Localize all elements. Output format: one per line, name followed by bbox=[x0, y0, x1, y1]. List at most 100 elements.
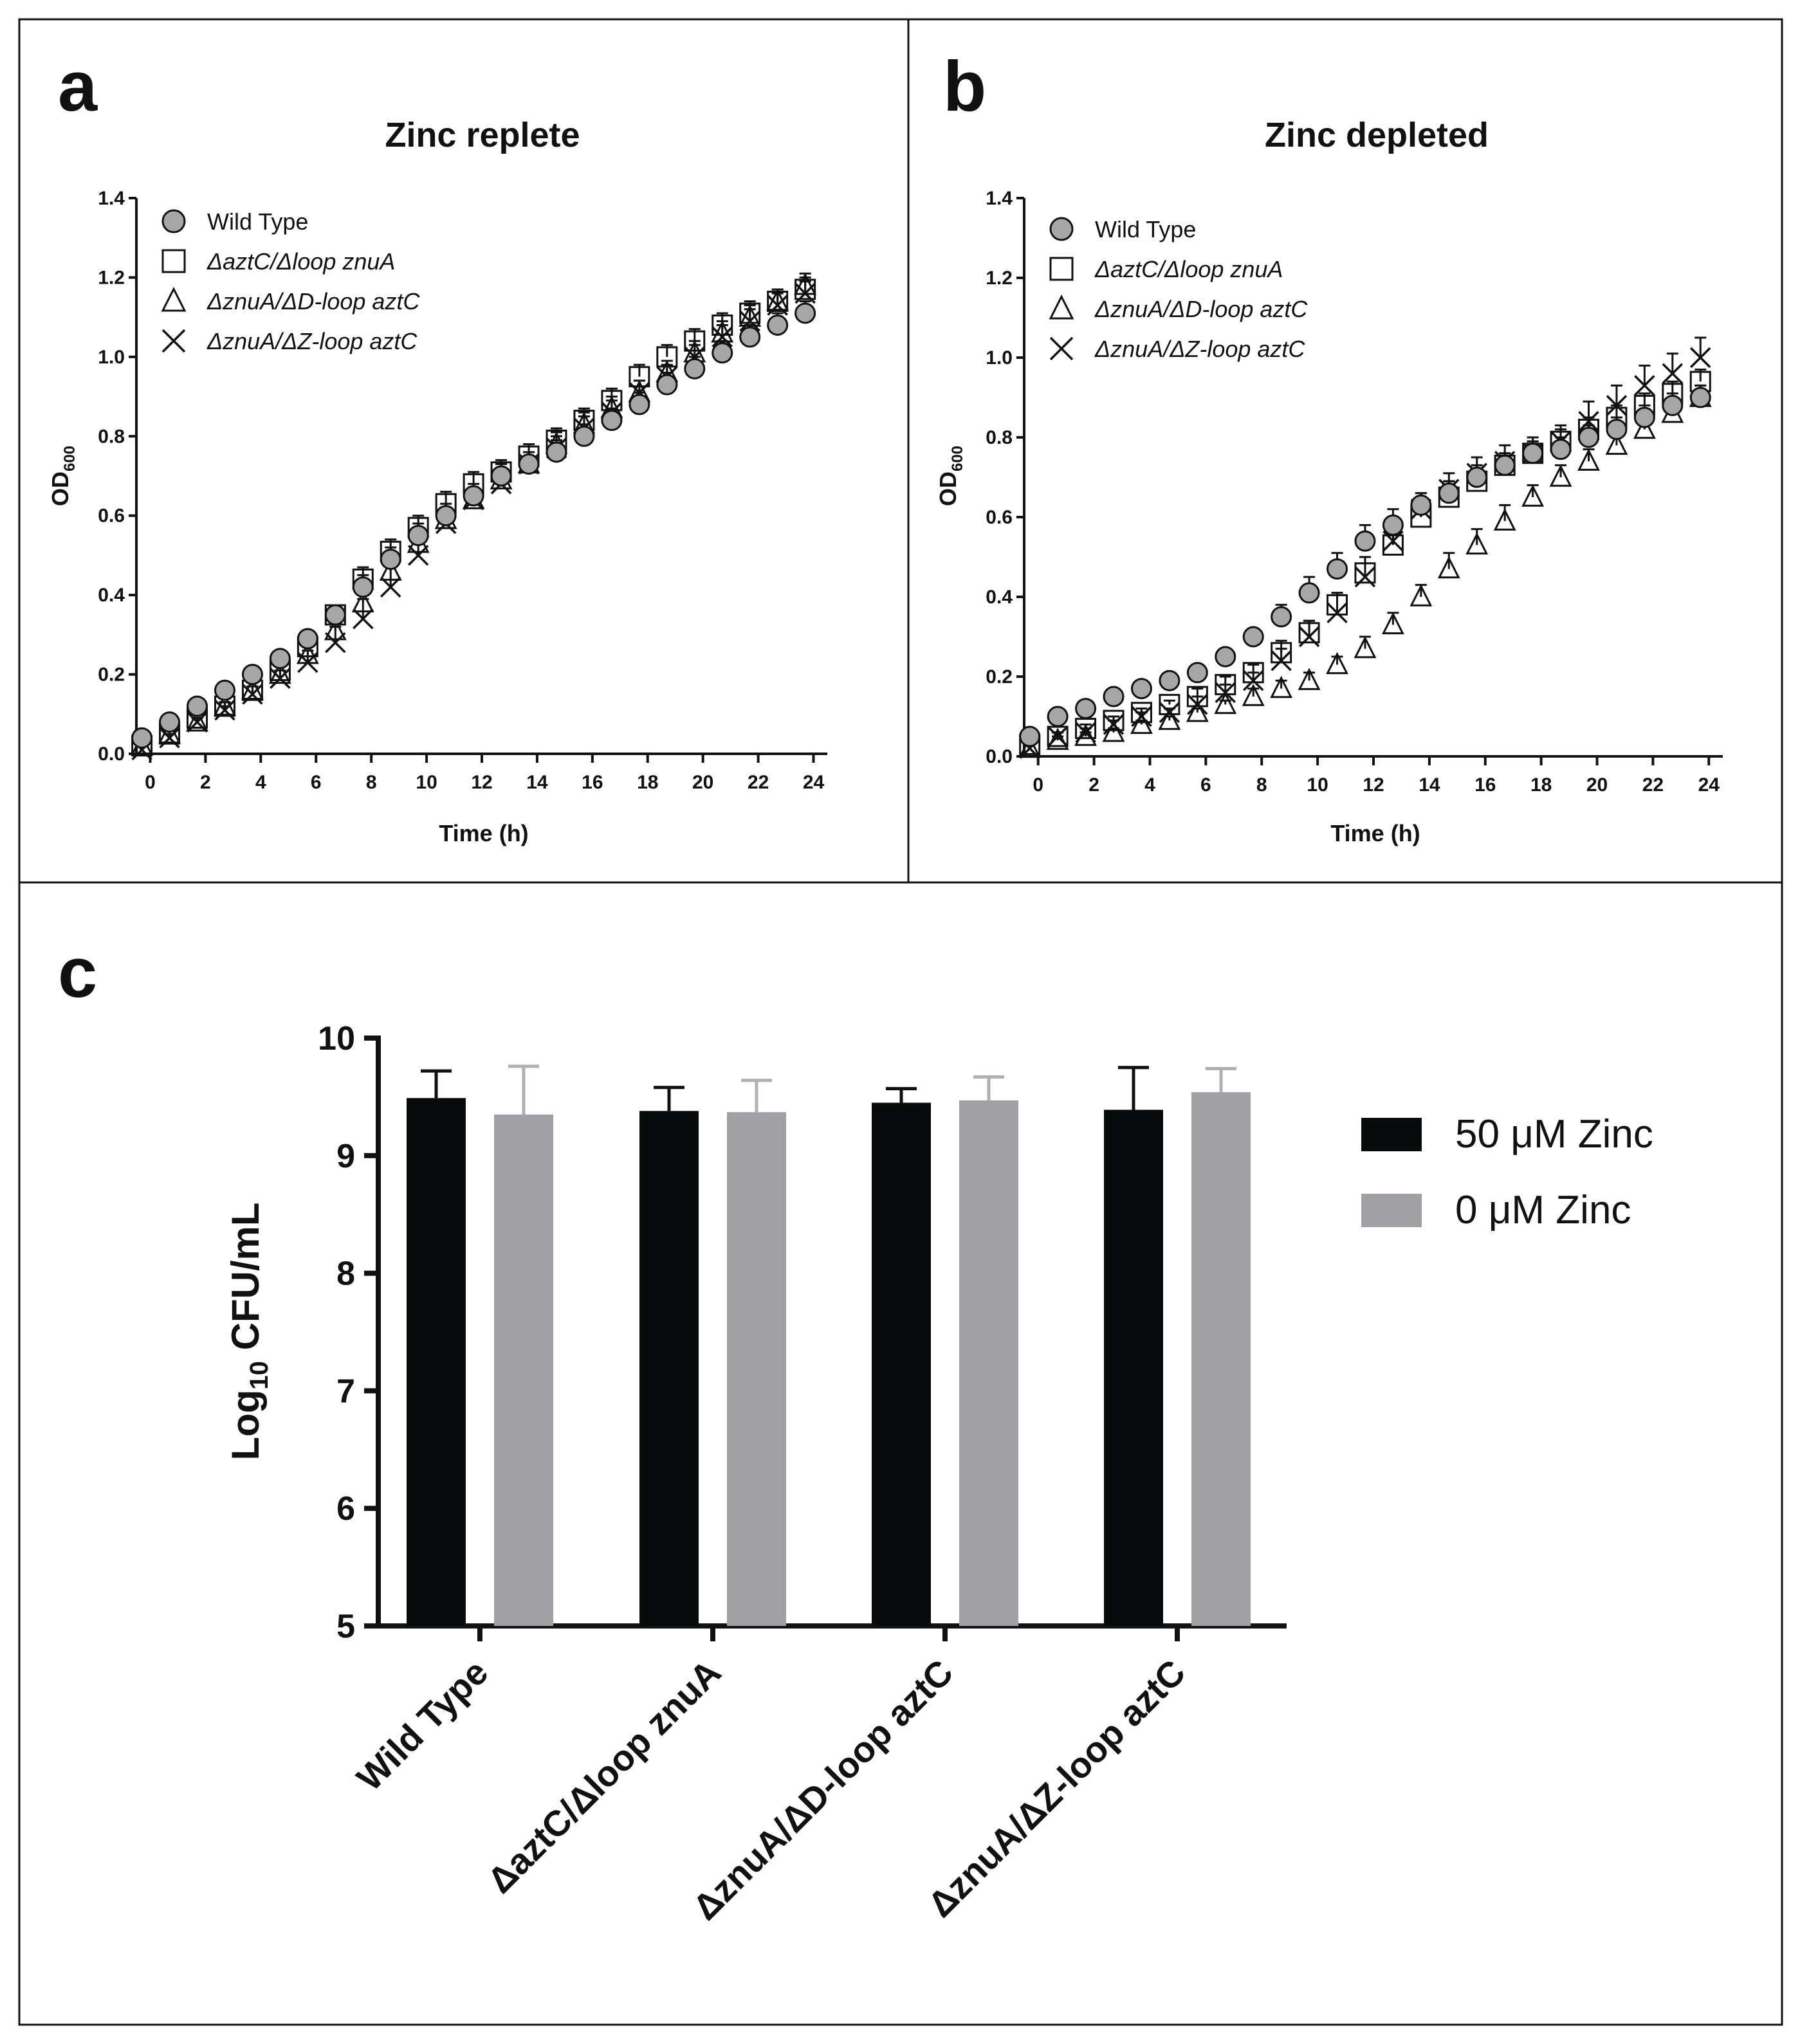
chart-b-ylabel: OD600 bbox=[935, 446, 966, 506]
chart-a-point bbox=[407, 525, 429, 547]
chart-a-axes: 0.00.20.40.60.81.01.21.40 2 4 6 8 10 12 14 16 18 2… bbox=[98, 188, 827, 793]
chart-a-point bbox=[159, 711, 181, 733]
chart-a-point bbox=[296, 641, 319, 664]
panel-c-frame bbox=[18, 881, 1783, 2026]
chart-a-ytick-label: 1.4 bbox=[98, 188, 125, 209]
chart-a-point bbox=[435, 505, 457, 527]
chart-a-ylabel-sub: 600 bbox=[61, 446, 78, 471]
chart-b-point bbox=[1689, 387, 1711, 408]
chart-a-point bbox=[214, 679, 235, 701]
chart-b-ytick-label: 1.2 bbox=[986, 268, 1013, 289]
chart-a-xlabel: Time (h) bbox=[439, 820, 528, 846]
chart-a-point bbox=[546, 441, 567, 463]
chart-b-xtick-label: 12 bbox=[1363, 774, 1384, 796]
chart-b-legend-symbol-cross bbox=[1049, 336, 1074, 361]
chart-a-point bbox=[684, 358, 706, 379]
chart-b-legend: Wild Type ΔaztC/Δloop znuA ΔznuA/ΔD-loop a… bbox=[1049, 216, 1308, 362]
chart-a-xtick-label: 10 bbox=[416, 772, 437, 793]
chart-a-point bbox=[241, 677, 264, 700]
chart-a-point bbox=[518, 453, 540, 475]
chart-b-point bbox=[1606, 419, 1628, 441]
chart-a-legend-label: ΔaztC/Δloop znuA bbox=[207, 248, 395, 275]
chart-b-series-0 bbox=[1019, 384, 1711, 747]
chart-b-point bbox=[1271, 642, 1292, 664]
chart-b-ylabel-main: OD bbox=[935, 471, 961, 506]
chart-a-point bbox=[739, 311, 760, 332]
chart-b-point bbox=[1186, 686, 1208, 707]
line-chart-zinc-depleted: Zinc depleted 0.0 0.2 0.4 0.6 0.8 1.0 1.2 1.4 0 2… bbox=[935, 116, 1723, 846]
chart-a-point bbox=[766, 288, 789, 311]
chart-a-legend-label: ΔznuA/ΔZ-loop aztC bbox=[207, 328, 418, 354]
chart-c-ytick-label: 7 bbox=[336, 1373, 355, 1410]
chart-c-category-label: ΔaztC/Δloop znuA bbox=[479, 1652, 728, 1901]
chart-a-point bbox=[656, 346, 678, 368]
chart-c-ytick-label: 5 bbox=[336, 1608, 355, 1645]
chart-c-legend-swatch bbox=[1361, 1118, 1422, 1151]
chart-b-xtick-label: 6 bbox=[1200, 774, 1211, 796]
chart-b-ylabel-sub: 600 bbox=[949, 446, 966, 471]
chart-c-bar bbox=[494, 1114, 553, 1626]
chart-b-point bbox=[1018, 735, 1042, 758]
chart-a-point bbox=[407, 545, 429, 566]
chart-a-xtick-label: 12 bbox=[471, 772, 492, 793]
chart-a-xtick-label: 6 bbox=[311, 772, 322, 793]
chart-a-legend-label: Wild Type bbox=[207, 208, 308, 235]
chart-b-xtick-label: 8 bbox=[1256, 774, 1267, 796]
chart-b-title: Zinc depleted bbox=[1265, 116, 1489, 154]
chart-a-ytick-label: 0.6 bbox=[98, 506, 125, 527]
chart-b-point bbox=[1270, 675, 1293, 698]
chart-a-point bbox=[186, 709, 208, 732]
chart-b-point bbox=[1242, 626, 1264, 648]
chart-a-xtick-label: 4 bbox=[255, 772, 266, 793]
chart-a-point bbox=[794, 302, 816, 324]
chart-b-point bbox=[1242, 684, 1265, 706]
chart-a-point bbox=[351, 590, 374, 613]
chart-b-point bbox=[1103, 709, 1125, 731]
chart-b-point bbox=[1242, 670, 1264, 691]
chart-a-title: Zinc replete bbox=[385, 116, 580, 154]
chart-b-xlabel: Time (h) bbox=[1330, 820, 1420, 846]
chart-b-point bbox=[1662, 363, 1684, 385]
chart-a-point bbox=[601, 390, 623, 412]
chart-a-xtick-label: 0 bbox=[145, 772, 156, 793]
chart-b-xtick-label: 10 bbox=[1307, 774, 1328, 796]
chart-b-point bbox=[1019, 725, 1041, 747]
chart-b-point bbox=[1186, 699, 1209, 722]
chart-a-point bbox=[324, 617, 347, 641]
chart-b-point bbox=[1466, 466, 1488, 488]
chart-b-point bbox=[1634, 375, 1655, 396]
chart-b-point bbox=[1633, 416, 1656, 439]
chart-a-ytick-label: 0.0 bbox=[98, 744, 125, 765]
chart-a-point bbox=[767, 314, 789, 336]
chart-a-point bbox=[794, 272, 817, 295]
chart-b-point bbox=[1605, 432, 1628, 455]
chart-a-point bbox=[739, 302, 761, 324]
chart-b-point bbox=[1130, 711, 1153, 735]
chart-c-bar bbox=[1191, 1092, 1251, 1626]
chart-c-bar bbox=[407, 1098, 466, 1626]
chart-b-point bbox=[1159, 670, 1180, 691]
chart-b-point bbox=[1410, 584, 1433, 607]
chart-b-point bbox=[1214, 691, 1237, 715]
chart-b-point bbox=[1158, 707, 1181, 730]
chart-b-marks bbox=[1018, 336, 1712, 759]
chart-a-legend-symbol-square bbox=[161, 249, 186, 273]
chart-b-point bbox=[1046, 727, 1069, 750]
chart-b-point bbox=[1159, 702, 1180, 724]
chart-b-point bbox=[1382, 534, 1404, 556]
chart-a-point bbox=[241, 664, 263, 686]
chart-a-point bbox=[684, 330, 706, 352]
chart-b-point bbox=[1549, 464, 1572, 487]
chart-a-ytick-label: 0.4 bbox=[98, 585, 125, 606]
chart-b-point bbox=[1159, 693, 1180, 715]
chart-a-ytick-label: 1.2 bbox=[98, 267, 125, 288]
chart-a-ytick-label: 0.2 bbox=[98, 664, 125, 686]
chart-a-point bbox=[158, 721, 181, 744]
chart-b-point bbox=[1327, 594, 1348, 616]
chart-c-ytick-label: 10 bbox=[318, 1020, 355, 1057]
chart-c-legend-label: 50 μM Zinc bbox=[1455, 1112, 1653, 1156]
chart-b-xtick-label: 16 bbox=[1474, 774, 1496, 796]
chart-a-point bbox=[269, 648, 291, 670]
